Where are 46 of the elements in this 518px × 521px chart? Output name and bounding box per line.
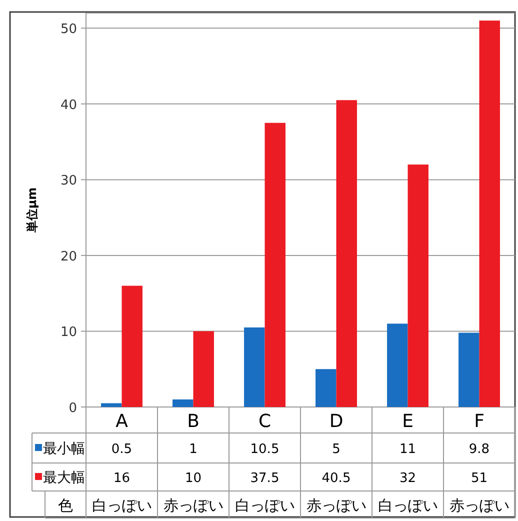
data-label: 0.5	[111, 442, 132, 457]
bar	[244, 327, 265, 407]
bar	[172, 399, 194, 407]
x-tick-label: B	[187, 411, 200, 432]
x-tick-label: D	[329, 411, 344, 432]
text: 赤っぽい	[449, 496, 510, 514]
bar	[193, 331, 214, 407]
data-label: 40.5	[322, 471, 351, 486]
data-label: 9.8	[468, 442, 490, 457]
data-label: 32	[399, 471, 416, 486]
data-label: 11	[399, 442, 416, 457]
y-tick-label: 10	[60, 325, 77, 340]
data-label: 10.5	[250, 442, 280, 457]
bar	[122, 286, 142, 407]
bar	[479, 20, 500, 407]
y-tick-label: 40	[60, 98, 77, 113]
bar	[264, 122, 286, 407]
y-tick-label: 20	[60, 249, 77, 264]
y-tick-label: 30	[60, 174, 77, 189]
y-axis-title: 単位μm	[25, 187, 39, 234]
data-label: 10	[184, 471, 202, 486]
bar	[101, 403, 122, 407]
x-tick-label: E	[402, 411, 414, 432]
x-tick-label: C	[258, 411, 272, 432]
bar	[458, 332, 480, 407]
bar	[316, 369, 336, 407]
data-label: 1	[189, 442, 198, 457]
text: 白っぽい	[234, 496, 295, 514]
data-label: 51	[470, 471, 488, 486]
data-label: 16	[113, 471, 130, 486]
y-tick-label: 50	[60, 22, 77, 38]
bar	[408, 164, 428, 407]
y-tick-label: 0	[68, 401, 77, 416]
bar	[387, 324, 408, 407]
legend-label: 最大幅	[43, 470, 85, 486]
text: 白っぽい	[378, 496, 438, 514]
x-tick-label: F	[474, 411, 484, 432]
x-tick-label: A	[116, 411, 129, 432]
legend-label: 最小幅	[43, 441, 85, 457]
text: 色	[58, 496, 73, 514]
bar	[336, 100, 357, 407]
data-label: 37.5	[250, 471, 280, 486]
data-label: 5	[332, 442, 340, 457]
text: 白っぽい	[92, 496, 152, 514]
text: 赤っぽい	[163, 496, 224, 514]
text: 赤っぽい	[306, 496, 366, 514]
